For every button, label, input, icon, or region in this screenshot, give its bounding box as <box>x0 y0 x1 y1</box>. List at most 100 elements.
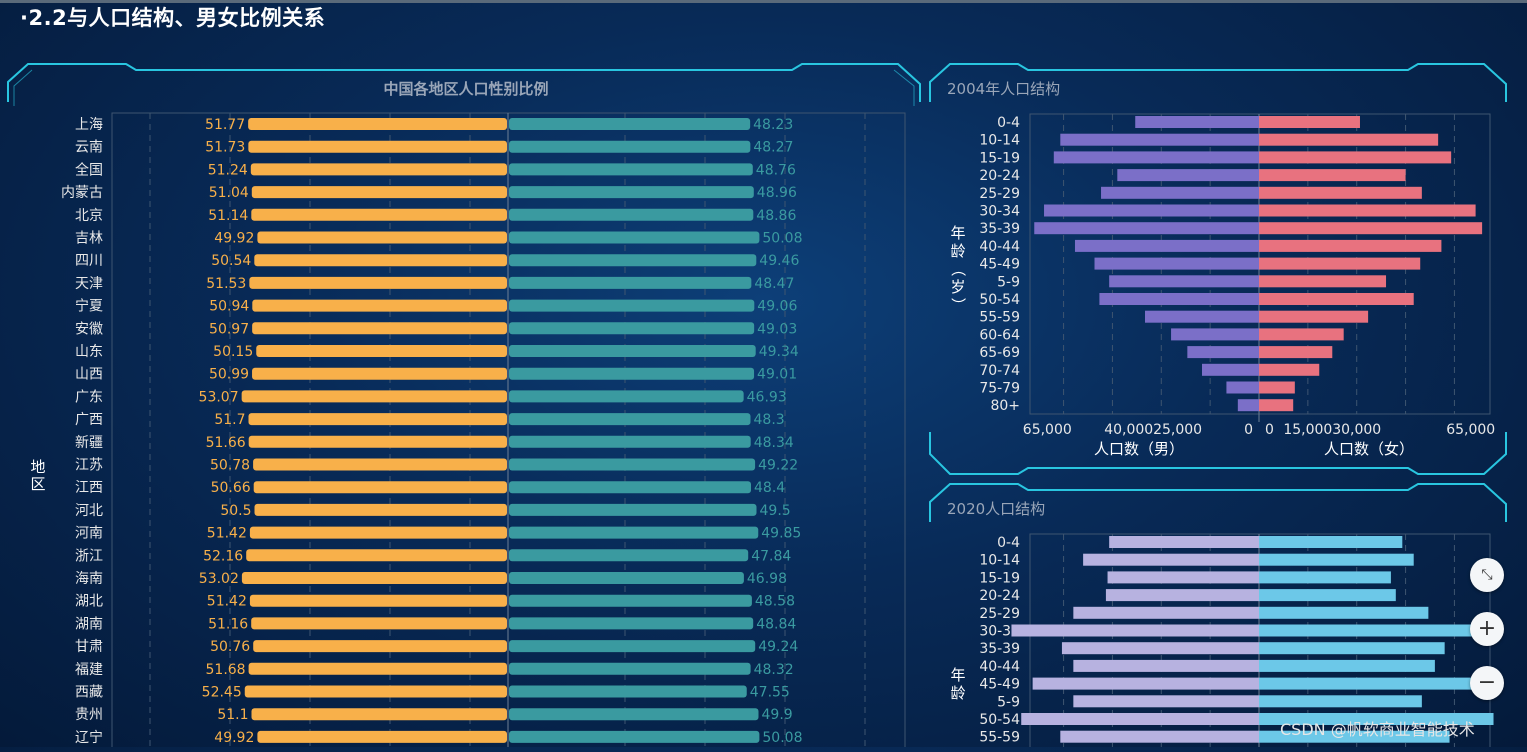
male-bar <box>1073 606 1259 619</box>
category-label: 上海 <box>75 117 103 133</box>
male-bar <box>1011 624 1259 637</box>
y-axis-label-char: 龄 <box>950 242 965 260</box>
male-bar <box>1074 239 1259 252</box>
male-bar <box>251 186 507 199</box>
female-value-label: 48.3 <box>754 412 785 428</box>
male-value-label: 51.53 <box>206 276 246 292</box>
age-label: 40-44 <box>979 239 1020 255</box>
watermark: CSDN @帆软商业智能技术 <box>1280 720 1475 739</box>
female-bar <box>509 276 752 289</box>
female-bar <box>509 345 756 357</box>
female-bar <box>509 549 749 562</box>
male-bar <box>249 276 507 289</box>
female-bar <box>1259 713 1494 725</box>
female-value-label: 48.4 <box>754 480 785 496</box>
male-bar <box>248 413 507 426</box>
female-bar <box>509 367 755 380</box>
age-label: 55-59 <box>979 310 1020 326</box>
chart-title: 2020人口结构 <box>947 500 1045 518</box>
female-bar <box>509 413 751 426</box>
age-label: 45-49 <box>979 257 1020 273</box>
male-value-label: 51.77 <box>205 117 245 133</box>
age-label: 10-14 <box>979 133 1020 149</box>
y-axis-label-char: 地 <box>30 458 45 476</box>
male-bar <box>1021 713 1259 725</box>
fullscreen-exit-icon[interactable]: ⤡ <box>1470 558 1504 592</box>
male-bar <box>1032 677 1259 690</box>
female-bar <box>1259 553 1414 566</box>
female-bar <box>1259 239 1442 252</box>
male-bar <box>253 640 507 653</box>
male-value-label: 51.16 <box>208 616 248 632</box>
female-bar <box>1259 328 1344 341</box>
male-bar <box>253 458 507 471</box>
male-bar <box>249 526 507 539</box>
x-axis-label-male: 人口数（男） <box>1094 440 1184 458</box>
male-bar <box>248 662 507 675</box>
male-bar <box>244 685 507 698</box>
male-bar <box>1034 222 1259 235</box>
male-value-label: 50.97 <box>209 321 249 337</box>
female-bar <box>509 708 759 721</box>
male-bar <box>1135 116 1259 128</box>
male-bar <box>1117 169 1259 182</box>
male-bar <box>1053 151 1259 164</box>
female-value-label: 48.58 <box>755 594 795 610</box>
category-label: 湖北 <box>75 594 103 610</box>
category-label: 四川 <box>75 253 103 269</box>
male-value-label: 51.68 <box>206 662 246 678</box>
female-bar <box>1259 257 1421 270</box>
male-value-label: 50.94 <box>209 299 249 315</box>
category-label: 河南 <box>75 526 103 542</box>
female-bar <box>1259 222 1483 235</box>
male-value-label: 53.07 <box>199 389 239 405</box>
female-bar <box>509 617 754 630</box>
female-bar <box>509 390 744 403</box>
age-label: 5-9 <box>997 694 1020 710</box>
x-tick-label: 65,000 <box>1023 422 1072 438</box>
male-bar <box>1109 536 1259 548</box>
male-bar <box>1171 328 1259 341</box>
female-value-label: 49.22 <box>758 458 798 474</box>
male-bar <box>241 390 507 403</box>
y-axis-label-char: 龄 <box>950 684 965 702</box>
x-tick-label: 0 <box>1265 422 1274 438</box>
female-bar <box>1259 133 1439 146</box>
zoom-out-icon[interactable]: − <box>1470 666 1504 700</box>
female-value-label: 48.32 <box>754 662 794 678</box>
female-bar <box>509 503 757 516</box>
female-bar <box>1259 363 1320 376</box>
female-bar <box>1259 536 1403 548</box>
age-label: 0-4 <box>997 535 1020 551</box>
category-label: 湖南 <box>75 616 103 632</box>
female-bar <box>1259 571 1391 584</box>
male-bar <box>1187 346 1259 359</box>
category-label: 天津 <box>75 276 103 292</box>
female-value-label: 48.23 <box>753 117 793 133</box>
age-label: 30-34 <box>979 624 1020 640</box>
age-label: 70-74 <box>979 363 1020 379</box>
age-label: 25-29 <box>979 606 1020 622</box>
male-value-label: 50.66 <box>211 480 251 496</box>
male-bar <box>1107 571 1259 584</box>
male-value-label: 50.5 <box>220 503 251 519</box>
x-axis-label-female: 人口数（女） <box>1324 440 1414 458</box>
plot-frame <box>1029 533 1491 747</box>
female-bar <box>509 140 751 153</box>
zoom-in-icon[interactable]: + <box>1470 612 1504 646</box>
male-value-label: 52.16 <box>203 548 243 564</box>
male-bar <box>253 481 507 494</box>
female-value-label: 47.55 <box>750 685 790 701</box>
top-bar <box>0 0 1527 3</box>
female-bar <box>1259 204 1476 217</box>
female-bar <box>509 481 751 494</box>
x-tick-label: 0 <box>1244 422 1253 438</box>
male-bar <box>1073 659 1259 672</box>
age-label: 15-19 <box>979 570 1020 586</box>
top-right-panel-frame <box>929 63 1507 475</box>
category-label: 新疆 <box>75 435 103 451</box>
female-bar <box>509 322 755 335</box>
male-bar <box>257 730 507 743</box>
